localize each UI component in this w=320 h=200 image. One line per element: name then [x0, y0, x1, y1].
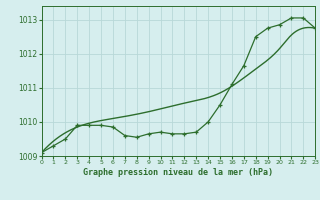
X-axis label: Graphe pression niveau de la mer (hPa): Graphe pression niveau de la mer (hPa)	[84, 168, 273, 177]
